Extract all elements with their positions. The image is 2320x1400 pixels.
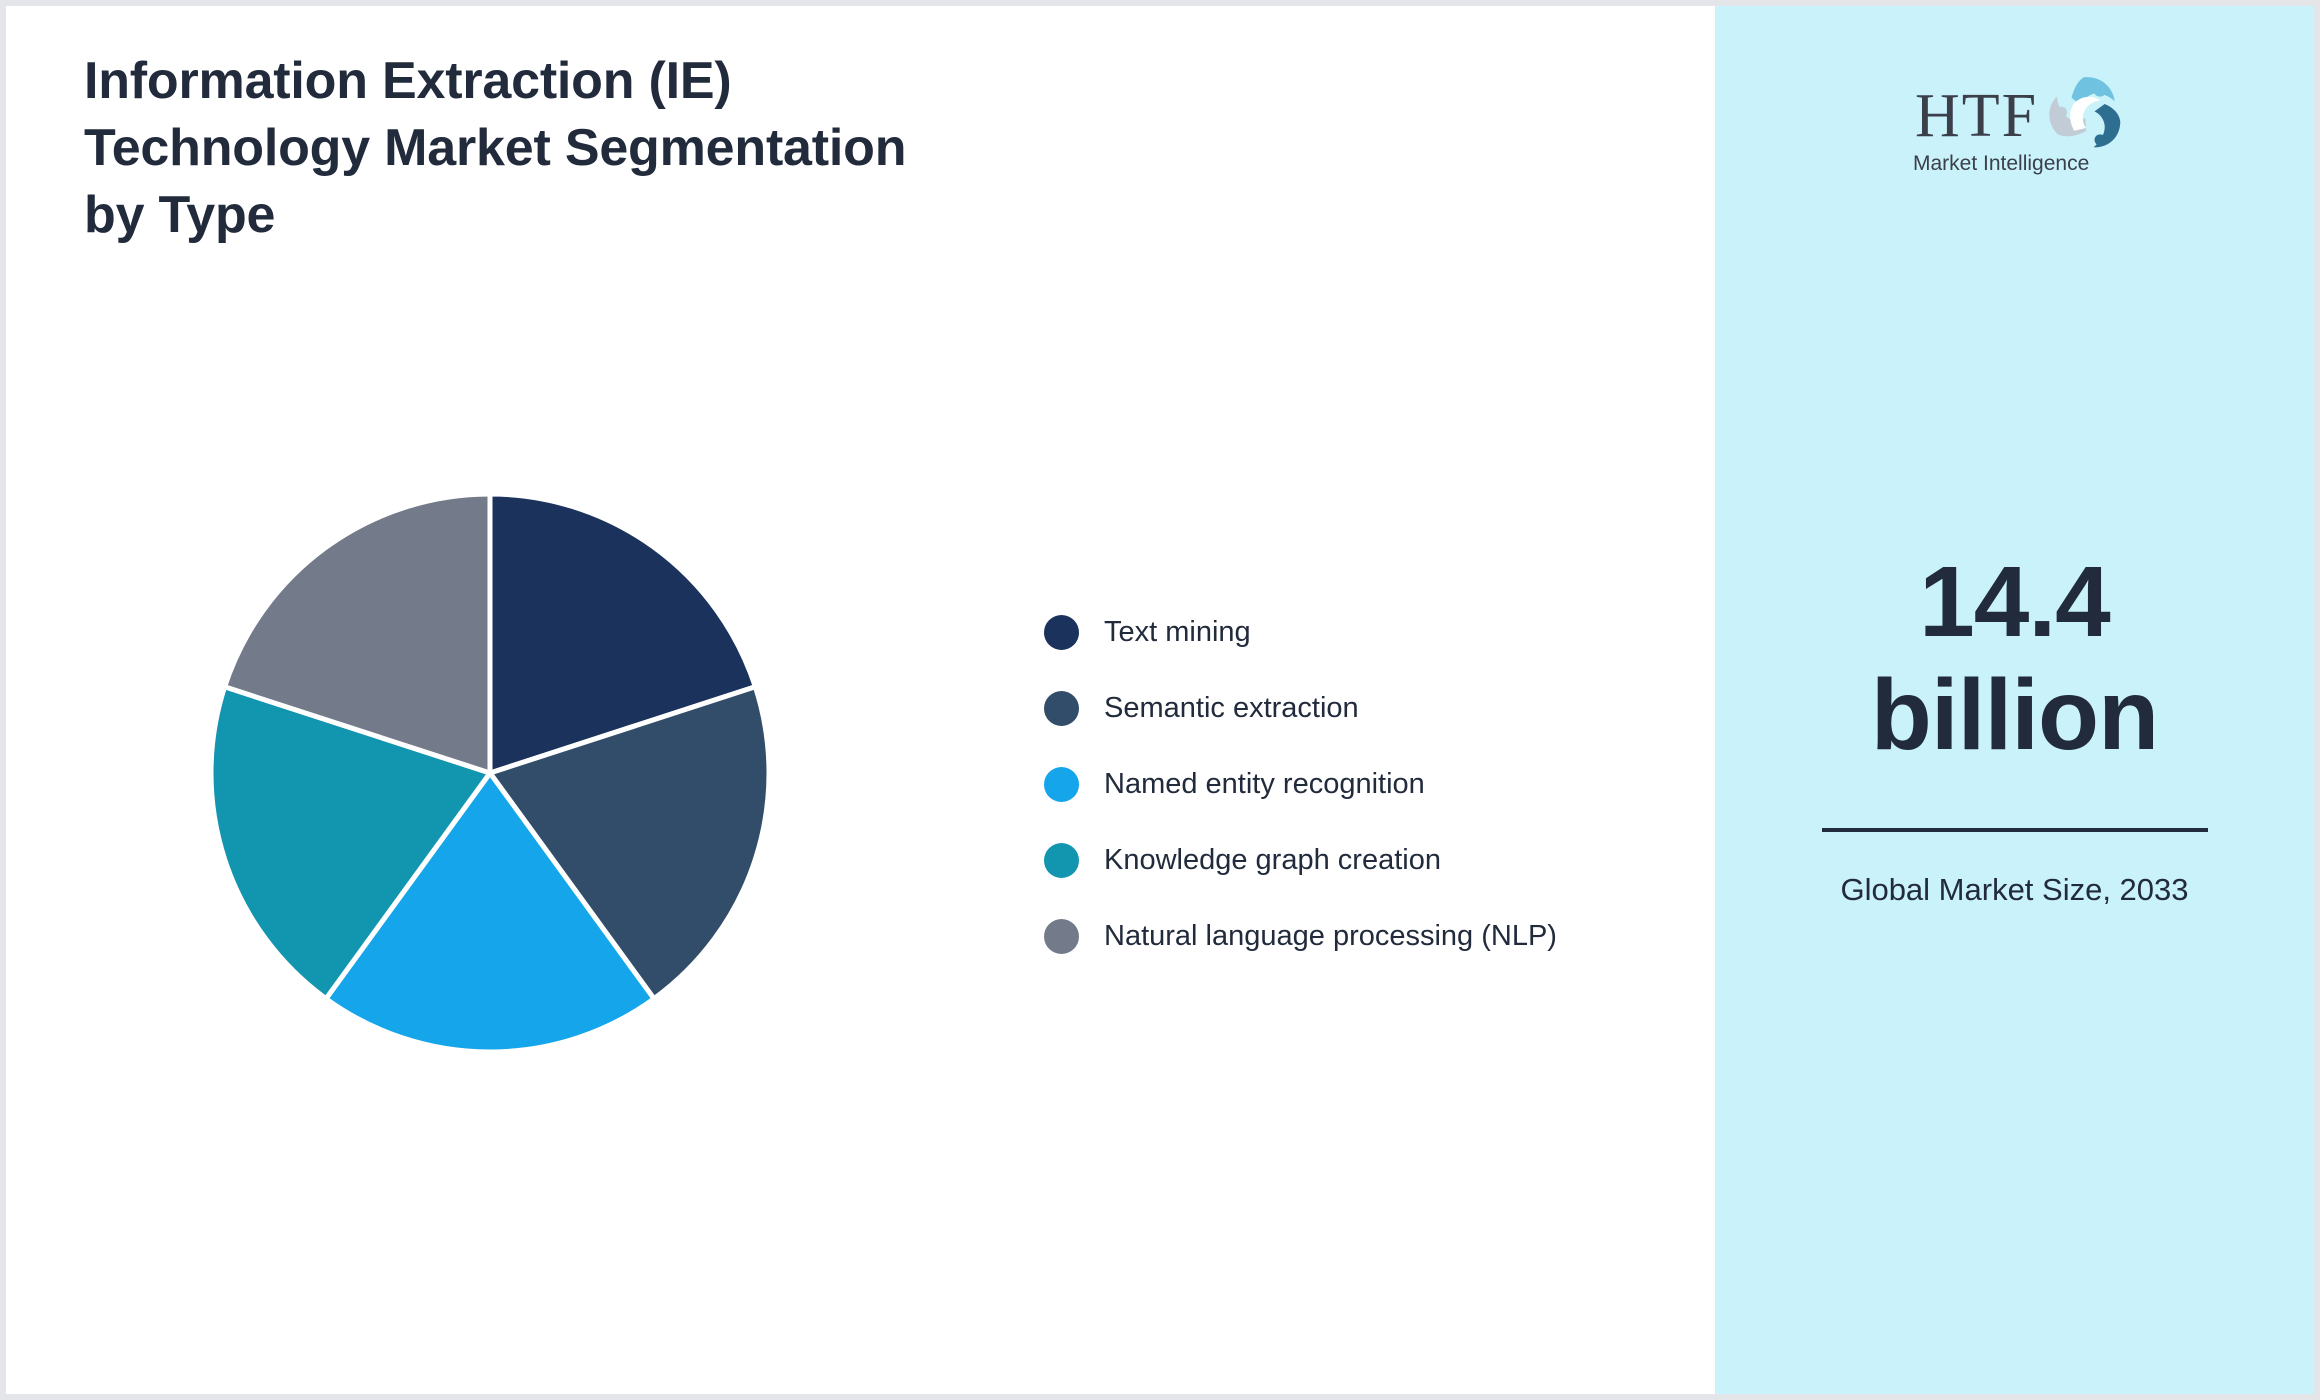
legend-item-label: Text mining [1104, 615, 1251, 648]
legend-item[interactable]: Knowledge graph creation [1044, 822, 1557, 898]
legend-swatch-icon [1044, 690, 1079, 726]
pie-slice[interactable] [211, 684, 493, 1002]
stat-value: 14.4 billion [1870, 546, 2159, 771]
legend-swatch-icon [1044, 614, 1079, 650]
legend-item[interactable]: Text mining [1044, 594, 1557, 670]
side-panel: HTF Market Intelligence 14.4 billion Glo… [1715, 6, 2314, 1394]
legend-item[interactable]: Semantic extraction [1044, 670, 1557, 746]
pie-slice[interactable] [487, 494, 758, 776]
legend-item[interactable]: Natural language processing (NLP) [1044, 898, 1557, 974]
legend-item-label: Semantic extraction [1104, 691, 1359, 724]
svg-text:Market Intelligence: Market Intelligence [1913, 152, 2089, 175]
pie-chart [211, 494, 769, 1052]
page-title: Information Extraction (IE) Technology M… [84, 52, 907, 245]
legend-item-label: Natural language processing (NLP) [1104, 919, 1557, 952]
legend-item-label: Knowledge graph creation [1104, 843, 1441, 876]
pie-slice[interactable] [487, 684, 769, 1002]
stat-divider [1821, 828, 2208, 832]
main-panel: Information Extraction (IE) Technology M… [6, 6, 1715, 1394]
stat-caption: Global Market Size, 2033 [1840, 872, 2189, 907]
legend-swatch-icon [1044, 918, 1079, 954]
legend-item[interactable]: Named entity recognition [1044, 746, 1557, 822]
legend-swatch-icon [1044, 842, 1079, 878]
pie-slice[interactable] [222, 494, 493, 776]
legend-swatch-icon [1044, 766, 1079, 802]
pie-slice[interactable] [323, 770, 657, 1052]
legend-item-label: Named entity recognition [1104, 767, 1425, 800]
svg-text:HTF: HTF [1915, 82, 2038, 150]
pie-chart-svg [211, 494, 769, 1052]
chart-legend: Text mining Semantic extraction Named en… [1044, 594, 1557, 974]
htf-swirl-logo-icon: HTF Market Intelligence [1895, 64, 2135, 182]
